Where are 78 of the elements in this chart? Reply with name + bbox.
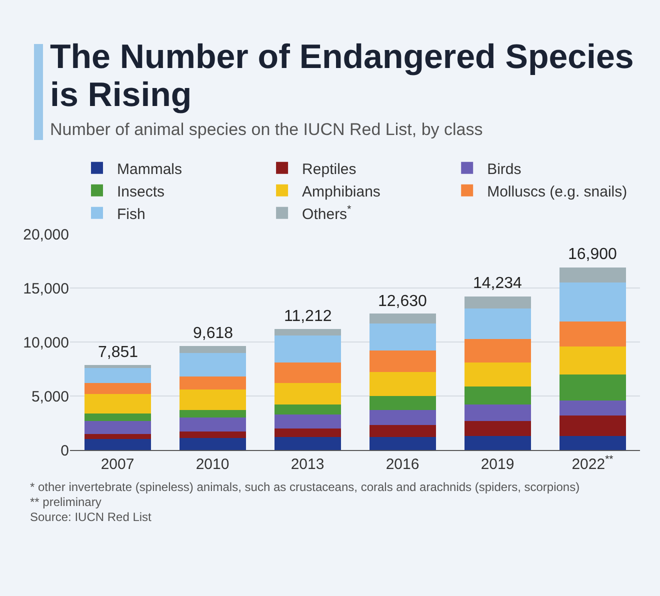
total-label: 11,212 [284, 308, 332, 325]
legend-label: Insects [117, 183, 165, 200]
total-label: 16,900 [568, 246, 618, 263]
bar [369, 314, 436, 324]
y-tick-label: 5,000 [31, 388, 69, 406]
legend-label: Others$^{*}$ [302, 203, 352, 223]
total-label: 12,630 [378, 293, 428, 310]
legend-label: Fish [117, 206, 146, 223]
text: ** preliminary [30, 495, 102, 510]
y-tick-label: 15,000 [23, 280, 69, 298]
bar [369, 396, 436, 410]
x-tick-label: 2016 [386, 456, 420, 473]
x-tick-label: 2022$^{**}$ [572, 454, 614, 473]
bar [369, 437, 436, 450]
x-tick-label: 2010 [196, 456, 230, 473]
bar [179, 346, 246, 353]
legend-label: Amphibians [302, 183, 380, 200]
y-tick-label: 0 [60, 442, 69, 460]
bar [84, 365, 151, 368]
total-label: 7,851 [98, 344, 138, 361]
bar [274, 328, 341, 336]
bar [274, 437, 341, 450]
bar [559, 282, 626, 322]
bar [274, 362, 341, 384]
x-tick-label: 2019 [480, 456, 514, 473]
bar [179, 418, 246, 432]
bar [559, 436, 626, 450]
bar [464, 296, 531, 309]
bar [369, 410, 436, 426]
bar [369, 324, 436, 351]
bar [274, 428, 341, 438]
bar [464, 308, 531, 339]
legend-label: Mammals [117, 160, 182, 178]
bar [179, 438, 246, 450]
bar [369, 350, 436, 372]
bar [274, 404, 341, 414]
bar [84, 413, 151, 421]
bar [84, 394, 151, 414]
bar [274, 414, 341, 428]
y-tick-label: 10,000 [23, 334, 69, 352]
bar [84, 439, 151, 450]
bar [179, 352, 246, 377]
chart-subtitle: Number of animal species on the IUCN Red List, by class [50, 120, 484, 140]
bar [464, 338, 531, 363]
bar [179, 432, 246, 438]
text: * other invertebrate (spineless) animals, such as crustaceans, corals and arachnids (spiders, scorpions) [30, 480, 581, 495]
legend-label: Reptiles [302, 160, 356, 178]
bar [559, 346, 626, 374]
x-tick-label: 2013 [290, 456, 324, 473]
legend-label: Molluscs (e.g. snails) [487, 183, 628, 200]
bar [179, 410, 246, 418]
bar [274, 383, 341, 405]
bar [274, 336, 341, 363]
bar [559, 267, 626, 283]
bar [84, 420, 151, 434]
bar [559, 400, 626, 416]
bar [559, 415, 626, 436]
source-note: Source: IUCN Red List [30, 510, 152, 525]
legend-label: Birds [487, 160, 522, 178]
bar [84, 383, 151, 394]
bar [84, 434, 151, 440]
bar [464, 404, 531, 421]
bar [464, 420, 531, 436]
bar [369, 372, 436, 396]
y-tick-label: 20,000 [23, 226, 69, 244]
bar [559, 374, 626, 400]
chart-title: The Number of Endangered Species is Rising [50, 38, 635, 114]
bar [464, 386, 531, 405]
bar [84, 368, 151, 384]
bar [369, 425, 436, 438]
bar [179, 376, 246, 390]
bar [559, 321, 626, 346]
x-tick-label: 2007 [100, 456, 134, 473]
bar [179, 390, 246, 410]
total-label: 14,234 [473, 275, 522, 292]
bar [464, 436, 531, 450]
bar [464, 362, 531, 386]
total-label: 9,618 [193, 325, 234, 342]
